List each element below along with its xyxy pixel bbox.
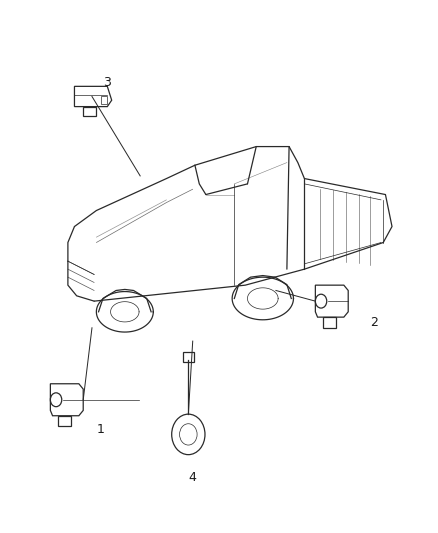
Text: 4: 4 (189, 471, 197, 483)
Text: 3: 3 (103, 76, 111, 89)
Text: 2: 2 (370, 316, 378, 329)
Text: 1: 1 (96, 423, 104, 435)
